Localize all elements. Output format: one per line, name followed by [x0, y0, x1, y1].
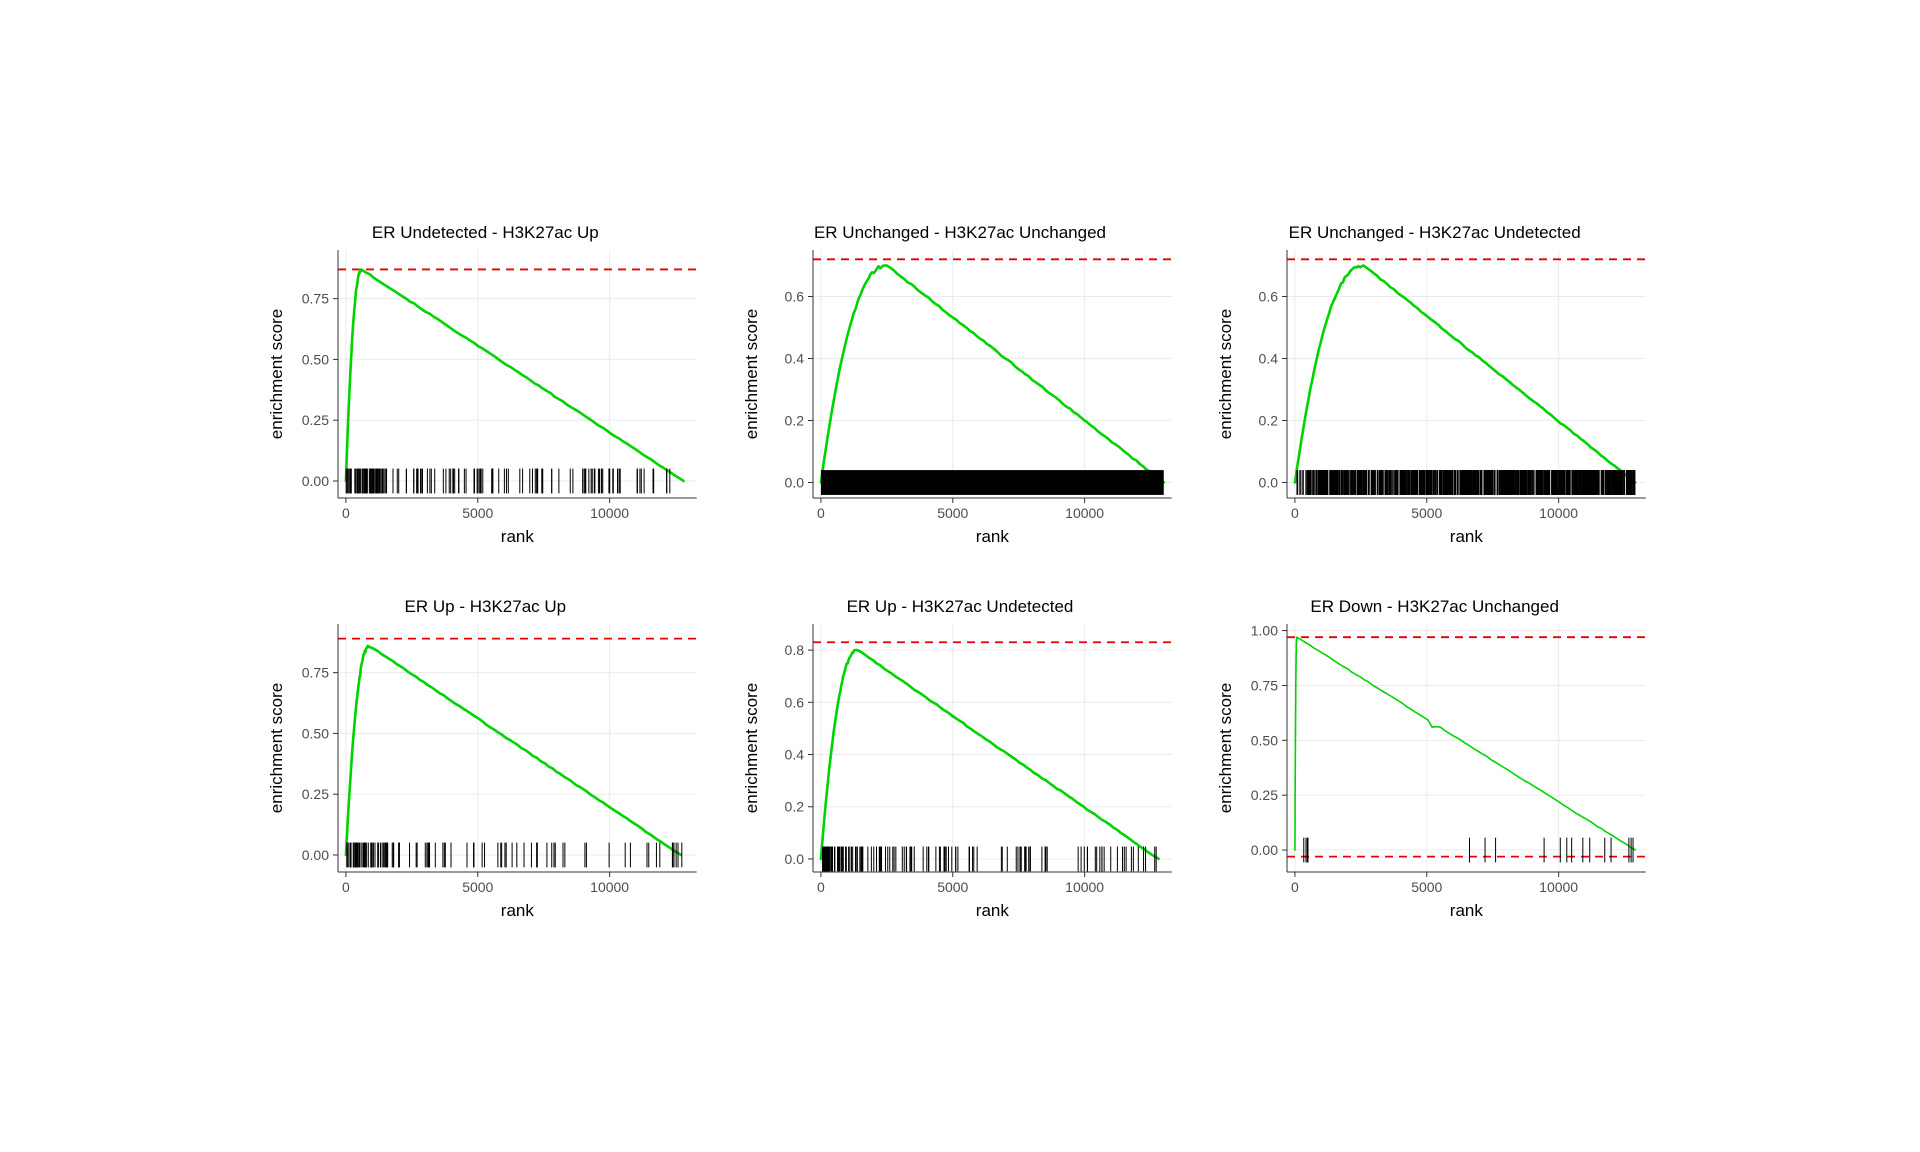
x-tick-label: 5000: [1412, 505, 1443, 521]
y-axis-label: enrichment score: [742, 309, 761, 439]
x-tick-label: 5000: [462, 505, 493, 521]
y-tick-label: 0.4: [784, 351, 804, 367]
y-tick-label: 0.4: [1259, 351, 1279, 367]
y-tick-label: 0.00: [302, 473, 329, 489]
panel-svg: 0 5000 10000 rank 0.00 0.25 0.50 0.75 enrichment…: [260, 216, 711, 562]
y-tick-label: 0.2: [784, 413, 804, 429]
y-tick-label: 0.6: [784, 694, 804, 710]
y-tick-label: 0.75: [1251, 677, 1278, 693]
gsea-panel: ER Undetected - H3K27ac Up0500010000rank…: [260, 216, 711, 562]
x-tick-label: 0: [1291, 879, 1299, 895]
x-tick-label: 5000: [462, 879, 493, 895]
x-axis-label: rank: [501, 527, 535, 546]
x-axis-label: rank: [1450, 901, 1484, 920]
y-axis-label: enrichment score: [742, 683, 761, 813]
y-tick-label: 0.0: [1259, 475, 1279, 491]
y-axis-label: enrichment score: [267, 683, 286, 813]
x-tick-label: 0: [817, 879, 825, 895]
x-tick-label: 5000: [937, 879, 968, 895]
y-tick-label: 0.2: [1259, 413, 1279, 429]
y-axis-label: enrichment score: [1216, 309, 1235, 439]
x-tick-label: 0: [1291, 505, 1299, 521]
x-axis-label: rank: [975, 901, 1009, 920]
gsea-panel: ER Up - H3K27ac Undetected0500010000rank…: [735, 590, 1186, 936]
y-tick-label: 0.0: [784, 475, 804, 491]
y-tick-label: 0.00: [302, 847, 329, 863]
y-tick-label: 0.0: [784, 851, 804, 867]
y-axis-label: enrichment score: [1216, 683, 1235, 813]
gsea-panel: ER Up - H3K27ac Up0500010000rank0.000.25…: [260, 590, 711, 936]
y-tick-label: 0.75: [302, 665, 329, 681]
x-tick-label: 10000: [1065, 879, 1104, 895]
y-tick-label: 0.4: [784, 747, 804, 763]
x-tick-label: 10000: [1539, 505, 1578, 521]
y-tick-label: 0.50: [302, 351, 329, 367]
panel-svg: 0 5000 10000 rank 0.0 0.2 0.4 0.6 enrichment sco…: [735, 216, 1186, 562]
x-tick-label: 0: [342, 505, 350, 521]
y-axis-label: enrichment score: [267, 309, 286, 439]
panel-svg: 0 5000 10000 rank 0.0 0.2 0.4 0.6 0.8 enrichment …: [735, 590, 1186, 936]
y-tick-label: 1.00: [1251, 623, 1278, 639]
y-tick-label: 0.25: [302, 412, 329, 428]
x-tick-label: 0: [817, 505, 825, 521]
y-tick-label: 0.25: [302, 786, 329, 802]
x-axis-label: rank: [501, 901, 535, 920]
y-tick-label: 0.00: [1251, 842, 1278, 858]
x-tick-label: 10000: [590, 879, 629, 895]
y-tick-label: 0.6: [784, 289, 804, 305]
panel-svg: 0 5000 10000 rank 0.00 0.25 0.50 0.75 enrichment…: [260, 590, 711, 936]
y-tick-label: 0.2: [784, 799, 804, 815]
x-axis-label: rank: [975, 527, 1009, 546]
x-tick-label: 5000: [1412, 879, 1443, 895]
y-tick-label: 0.50: [302, 725, 329, 741]
y-tick-label: 0.50: [1251, 732, 1278, 748]
y-tick-label: 0.6: [1259, 289, 1279, 305]
panel-svg: 0 5000 10000 rank 0.00 0.25 0.50 0.75 1.00 enrich…: [1209, 590, 1660, 936]
x-tick-label: 0: [342, 879, 350, 895]
gsea-panel: ER Down - H3K27ac Unchanged0500010000ran…: [1209, 590, 1660, 936]
panel-svg: 0 5000 10000 rank 0.0 0.2 0.4 0.6 enrichment sco…: [1209, 216, 1660, 562]
gsea-enrichment-grid: ER Undetected - H3K27ac Up0500010000rank…: [260, 216, 1660, 936]
x-tick-label: 10000: [1065, 505, 1104, 521]
x-tick-label: 10000: [590, 505, 629, 521]
x-axis-label: rank: [1450, 527, 1484, 546]
gsea-panel: ER Unchanged - H3K27ac Unchanged05000100…: [735, 216, 1186, 562]
x-tick-label: 10000: [1539, 879, 1578, 895]
y-tick-label: 0.8: [784, 642, 804, 658]
gsea-panel: ER Unchanged - H3K27ac Undetected0500010…: [1209, 216, 1660, 562]
x-tick-label: 5000: [937, 505, 968, 521]
y-tick-label: 0.25: [1251, 787, 1278, 803]
y-tick-label: 0.75: [302, 291, 329, 307]
